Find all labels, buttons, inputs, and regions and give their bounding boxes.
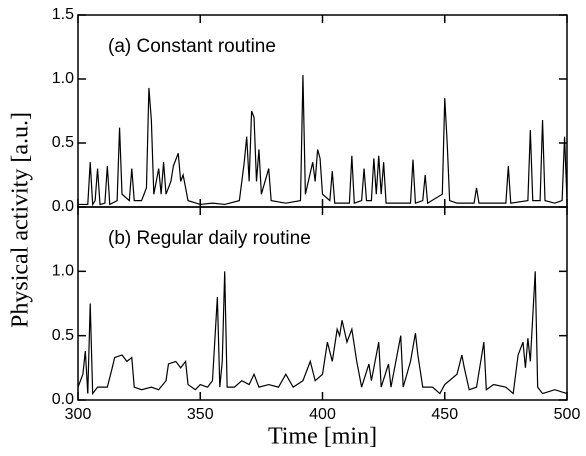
x-tick-label: 350 xyxy=(187,406,214,423)
data-line xyxy=(78,75,568,207)
y-tick-label: 1.0 xyxy=(52,70,74,87)
annotation: (a) Constant routine xyxy=(108,36,276,57)
y-tick-label: 1.5 xyxy=(52,6,74,23)
x-axis-label: Time [min] xyxy=(268,424,377,450)
x-tick-label: 300 xyxy=(65,406,92,423)
y-tick-label: 0.0 xyxy=(52,391,74,408)
data-line xyxy=(77,271,568,396)
y-tick-label: 1.0 xyxy=(52,263,74,280)
x-tick-label: 450 xyxy=(431,406,458,423)
y-tick-label: 0.0 xyxy=(52,198,74,215)
y-axis-label: Physical activity [a.u.] xyxy=(8,112,34,328)
x-tick-label: 400 xyxy=(309,406,336,423)
annotation: (b) Regular daily routine xyxy=(108,228,311,249)
x-tick-label: 500 xyxy=(554,406,581,423)
y-tick-label: 0.5 xyxy=(52,327,74,344)
y-tick-label: 0.5 xyxy=(52,134,74,151)
